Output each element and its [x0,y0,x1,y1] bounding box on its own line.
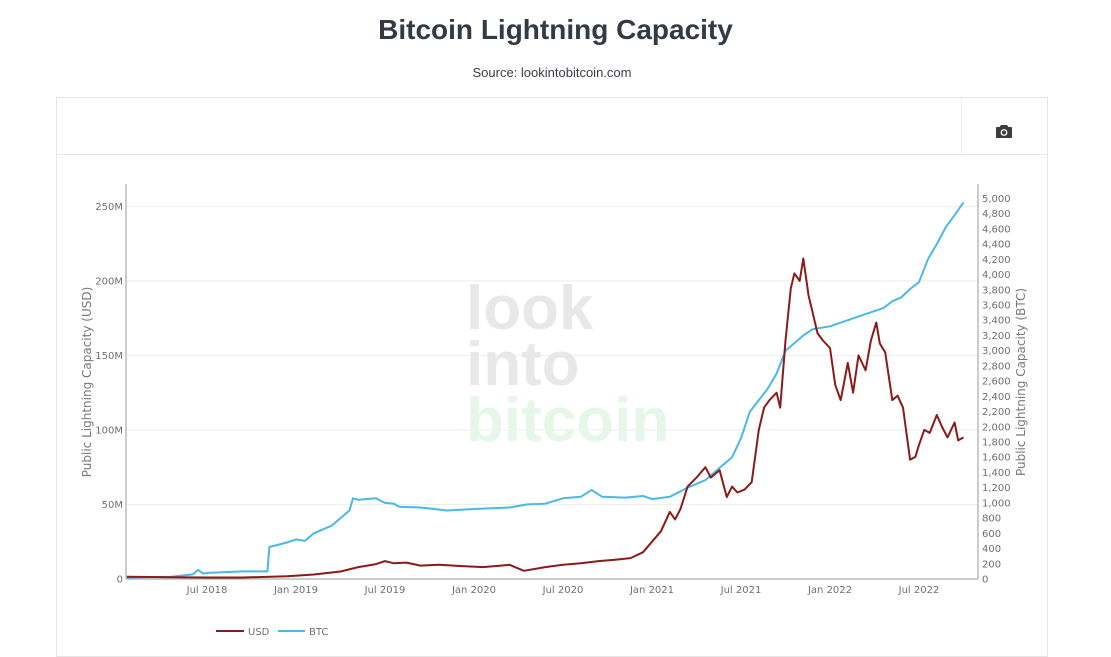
y2-tick-label: 1,400 [982,468,1011,479]
grid-lines [126,205,978,505]
y2-tick-label: 600 [982,529,1001,540]
y2-tick-label: 1,000 [982,498,1011,509]
x-tick-label: Jul 2022 [898,585,940,596]
y2-tick-label: 1,600 [982,453,1011,464]
chart-title: Bitcoin Lightning Capacity [378,14,733,45]
y2-tick-label: 400 [982,544,1001,555]
y2-tick-label: 2,000 [982,422,1011,433]
y2-tick-label: 2,200 [982,407,1011,418]
x-tick-label: Jul 2021 [720,585,762,596]
y-tick-label: 200M [95,276,123,287]
y2-tick-label: 800 [982,514,1001,525]
y-axis-ticks: 0 50M 100M 150M 200M 250M [95,202,123,586]
watermark-into: into [466,330,580,399]
watermark-look: look [466,274,594,343]
watermark-logo: look into bitcoin [466,274,669,455]
y2-tick-label: 4,400 [982,240,1011,251]
series-line-btc[interactable] [126,201,965,579]
x-axis-ticks: Jul 2018 Jan 2019 Jul 2019 Jan 2020 Jul 2020… [186,585,940,596]
series-line-usd[interactable] [126,257,964,579]
y2-tick-label: 1,800 [982,438,1011,449]
y2-tick-label: 3,600 [982,301,1011,312]
legend: USD BTC [216,627,328,638]
y2-tick-label: 200 [982,559,1001,570]
chart-subtitle: Source: lookintobitcoin.com [472,65,632,80]
y-tick-label: 50M [102,500,123,511]
y2-tick-label: 4,200 [982,255,1011,266]
y2-tick-label: 4,800 [982,209,1011,220]
y2-tick-label: 3,400 [982,316,1011,327]
series-group [126,201,965,579]
toolbar-divider [961,98,962,154]
y2-tick-label: 3,000 [982,346,1011,357]
x-tick-label: Jan 2021 [629,585,674,596]
legend-btc-label[interactable]: BTC [309,627,328,638]
y2-tick-label: 1,200 [982,483,1011,494]
x-tick-label: Jan 2019 [273,585,318,596]
x-tick-label: Jan 2020 [451,585,496,596]
axes [125,184,979,580]
y2-tick-label: 0 [982,575,988,586]
modebar [57,98,1047,155]
y-tick-label: 250M [95,202,123,213]
chart-panel [56,97,1048,657]
watermark-bitcoin: bitcoin [466,386,669,455]
y2-axis-ticks: 0 200 400 600 800 1,000 1,200 1,400 1,600 1,800 2,… [982,194,1011,586]
y2-axis-title: Public Lightning Capacity (BTC) [1014,288,1028,476]
y2-tick-label: 2,400 [982,392,1011,403]
y-tick-label: 0 [117,575,123,586]
y-tick-label: 150M [95,351,123,362]
camera-icon[interactable] [995,124,1013,140]
x-tick-label: Jan 2022 [807,585,852,596]
y2-tick-label: 4,000 [982,270,1011,281]
y-axis-title: Public Lightning Capacity (USD) [80,287,94,478]
x-tick-label: Jul 2018 [186,585,228,596]
y-tick-label: 100M [95,425,123,436]
legend-usd-label[interactable]: USD [248,627,270,638]
x-tick-label: Jul 2019 [364,585,406,596]
y2-tick-label: 2,600 [982,377,1011,388]
x-tick-label: Jul 2020 [542,585,584,596]
y2-tick-label: 2,800 [982,361,1011,372]
y2-tick-label: 3,200 [982,331,1011,342]
y2-tick-label: 4,600 [982,224,1011,235]
y2-tick-label: 5,000 [982,194,1011,205]
y2-tick-label: 3,800 [982,285,1011,296]
